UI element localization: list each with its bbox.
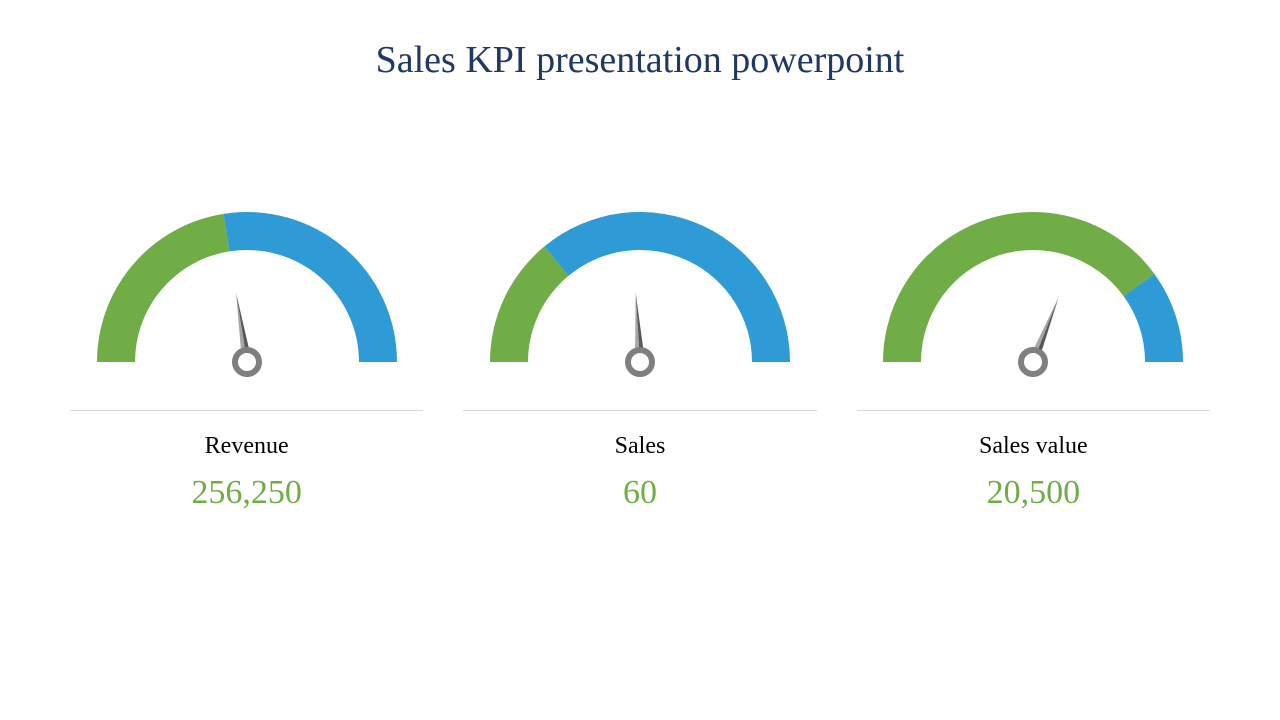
divider — [70, 410, 423, 411]
divider — [857, 410, 1210, 411]
gauge-card-revenue: Revenue 256,250 — [70, 192, 423, 512]
gauge-value: 256,250 — [191, 474, 302, 512]
gauge-chart-revenue — [77, 192, 417, 382]
gauge-svg — [863, 192, 1203, 382]
gauge-svg — [470, 192, 810, 382]
gauge-chart-salesvalue — [863, 192, 1203, 382]
gauges-row: Revenue 256,250 Sales 60 Sales value 20,… — [0, 192, 1280, 512]
gauge-label: Sales value — [979, 433, 1088, 460]
gauge-chart-sales — [470, 192, 810, 382]
divider — [463, 410, 816, 411]
gauge-label: Sales — [615, 433, 666, 460]
gauge-card-salesvalue: Sales value 20,500 — [857, 192, 1210, 512]
gauge-svg — [77, 192, 417, 382]
page-title: Sales KPI presentation powerpoint — [0, 0, 1280, 82]
gauge-value: 20,500 — [987, 474, 1081, 512]
gauge-value: 60 — [623, 474, 657, 512]
gauge-label: Revenue — [205, 433, 289, 460]
gauge-card-sales: Sales 60 — [463, 192, 816, 512]
